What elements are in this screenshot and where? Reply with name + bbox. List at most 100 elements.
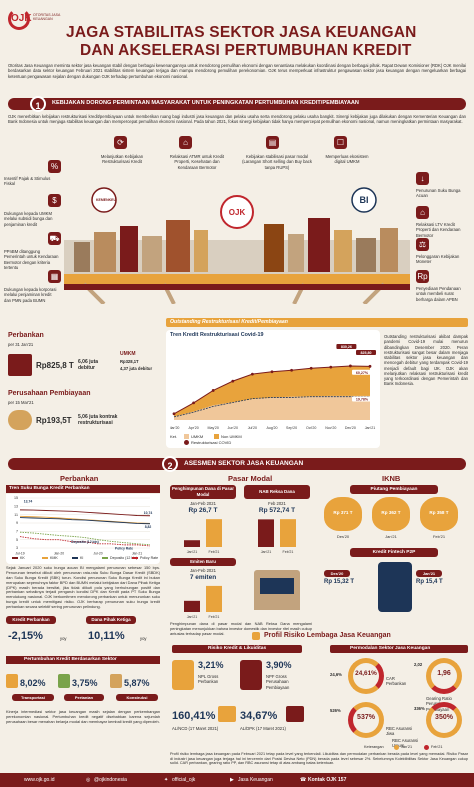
rate-legend-swatch-1 [42,557,48,559]
right-item-3: Pelonggaran Kebijakan Moneter [416,254,460,265]
left-item-4: Dukungan kepada korporasi melalui penjam… [4,287,57,303]
rbc-gen-jan: 336% [414,706,425,711]
al-block: 34,67% AL/DPK (17 Maret 2021) [240,700,306,740]
right-item-1: Penurunan Suku Bunga Acuan [416,188,461,199]
bank-text: Sejak Januari 2020 suku bunga acuan BI m… [6,565,160,609]
pm-bar-label-1-1: Feb'21 [283,550,294,554]
car-finance-icon [240,660,262,690]
city-illustration [64,187,410,304]
pm-tile-2-value: Rp 572,74 T [258,507,296,514]
legend-prefix: Ket. [170,434,178,439]
twitter-link[interactable]: official_ojk [172,777,196,783]
kemenkeu-logo: KEMENKEU [95,198,117,202]
section1-number: 1 [30,96,46,112]
annotation-box-3 [352,396,372,402]
bank-foot: Kinerja intermediasi sektor jasa keuanga… [6,709,160,724]
rate-line-4 [19,536,151,547]
section2-number: 2 [162,456,178,472]
twitter-icon: ✦ [164,777,169,783]
logo-sub: OTORITAS JASA KEUANGAN [33,13,61,22]
pm-bar-0-0 [184,540,200,547]
pm-bar-label-0-1: Feb'21 [209,550,220,554]
pm-bar-label-2-0: Jan'21 [187,615,197,619]
footer: www.ojk.go.id ◎ @ojkindonesia ✦ official… [0,773,474,787]
pm-bar-1-0 [258,519,274,547]
annotation-box-1 [356,350,376,355]
car-jan: 24,6% [330,672,342,677]
pm-tile-3-title: Emiten Baru [170,558,236,566]
legend-feb: Feb'21 [431,745,443,749]
piutang-period-2: Feb'21 [432,534,446,539]
logo-text: OJK [11,13,32,24]
legend-swatch-covid [184,440,189,445]
web-link[interactable]: www.ojk.go.id [24,777,55,783]
rate-annotation-3: Deposito (12 bln) [71,540,99,544]
bank-date: per 31 Jan'21 [8,342,34,347]
pp-debtor: 5,06 juta kontrak restrukturisasi [78,414,118,426]
youtube-link[interactable]: Jasa Keuangan [238,777,273,783]
restru-stats: Perbankan per 31 Jan'21 Rp825,8 T 6,06 j… [6,326,166,446]
chart-up-icon [252,632,260,640]
dpk-tile: Dana Pihak Ketiga 10,11% yoy [86,616,160,652]
rate-legend-label-1: KMK [50,556,58,560]
fintech-title: Kredit Fintech P2P [350,548,438,557]
pm-bar-0-1 [206,519,222,547]
top-item-4: Memperluas ekosistem digital UMKM [325,154,369,165]
umkm-debtor: 4,37 juta debitur [120,366,153,371]
market-icon: ▤ [266,136,279,149]
pm-tile-2-title: NAB Reksa Dana [244,485,310,499]
digital-icon: ☐ [334,136,347,149]
rbc-gen-value: 350% [435,714,453,721]
gearing-jan: 2,02 [414,662,423,667]
al-value: 34,67% [240,710,278,722]
bank-value: Rp825,8 T [36,361,74,370]
al-label: AL/DPK (17 Maret 2021) [240,726,286,731]
col-iknb: IKNB [382,474,401,483]
instagram-icon: ◎ [86,777,91,783]
phone-illustration [378,562,412,612]
pm-foot: Penghimpunan dana di pasar modal dan NAB… [170,621,312,636]
pm-tile-1-period: Jan-Feb 2021 [190,501,216,506]
av-value: 160,41% [172,710,216,722]
restru-area-chart: Mar'20 Apr'20 May'20 Jun'20 Jul'20 Aug'20 Sep'… [170,344,376,430]
npf-value: 3,90% [266,660,292,670]
transport-icon [6,674,18,688]
rbc-life-ring [348,702,384,738]
phone-icon: ☎ [300,777,307,783]
rate-annotation-4: Policy Rate [115,546,133,550]
phone-link[interactable]: Kontak OJK 157 [308,777,347,783]
bank-debtor: 6,06 juta debitur [78,359,99,371]
pm-tile-2: NAB Reksa Dana Feb 2021 Rp 572,74 T Jan'… [244,485,310,555]
point-total-5 [270,370,274,374]
piutang-value-0: Rp 371 T [333,510,353,515]
piutang-value-2: Rp 358 T [429,510,449,515]
annotation-1: 825,80 [361,351,372,355]
npf-label: NPF Gross Perusahaan Pembiayaan [266,674,290,690]
policy-illustration: ⟳ ⌂ ▤ ☐ Melanjutkan Kebijakan Restruktur… [4,132,470,306]
pm-bar-label-1-0: Jan'21 [261,550,271,554]
point-total-9 [349,364,352,368]
x-tick-0: Mar'20 [170,426,179,430]
bank-credit-unit: yoy [60,636,67,641]
rupiah-icon: Rp [416,270,429,283]
x-tick-5: Aug'20 [266,426,277,430]
wallet-icon [218,706,236,722]
area-umkm [174,395,370,420]
piutang-bag-0 [324,497,362,531]
iknb-fintech: Kredit Fintech P2P Des'20 Rp 15,32 T Jan… [320,548,468,622]
rate-chart-card: 15 13 11 9 7 5 3 Jul-19 Jan-20 Jul-20 Jan-21 13,74 1… [6,494,160,564]
right-item-4: Penyediaan Pendanaan untuk membeli surat… [416,286,461,302]
sector-row: 8,02% Transportasi 3,75% Pertanian 5,87%… [6,668,160,708]
instagram-link[interactable]: @ojkindonesia [94,777,127,783]
sector-1-name: Transportasi [12,694,54,701]
point-total-7 [309,366,313,370]
restru-legend: Ket. UMKM Non UMKM Restrukturisasi COVID [170,434,376,446]
col-pasar: Pasar Modal [228,474,273,483]
header: OJK OTORITAS JASA KEUANGAN JAGA STABILIT… [0,0,474,62]
ojk-logo: OJK OTORITAS JASA KEUANGAN [8,8,64,34]
bank-credit-tile: Kredit Perbankan -2,15% yoy [6,616,80,652]
intro-text: Otoritas Jasa Keuangan meminta sektor ja… [8,63,466,79]
point-total-0 [172,412,176,416]
bank-label: Perbankan [8,332,44,339]
dpk-value: 10,11% [88,630,125,642]
